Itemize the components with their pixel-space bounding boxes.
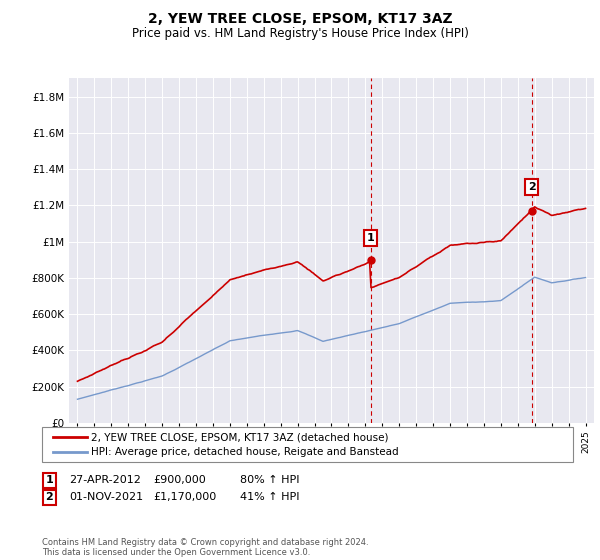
Text: HPI: Average price, detached house, Reigate and Banstead: HPI: Average price, detached house, Reig… (91, 447, 399, 458)
Text: 27-APR-2012: 27-APR-2012 (69, 475, 141, 486)
Text: Price paid vs. HM Land Registry's House Price Index (HPI): Price paid vs. HM Land Registry's House … (131, 27, 469, 40)
Text: Contains HM Land Registry data © Crown copyright and database right 2024.
This d: Contains HM Land Registry data © Crown c… (42, 538, 368, 557)
Text: 80% ↑ HPI: 80% ↑ HPI (240, 475, 299, 486)
Text: 1: 1 (367, 233, 374, 243)
Text: £900,000: £900,000 (153, 475, 206, 486)
Text: 2: 2 (528, 182, 536, 192)
Text: 41% ↑ HPI: 41% ↑ HPI (240, 492, 299, 502)
Text: 2: 2 (46, 492, 53, 502)
Text: 2, YEW TREE CLOSE, EPSOM, KT17 3AZ (detached house): 2, YEW TREE CLOSE, EPSOM, KT17 3AZ (deta… (91, 432, 389, 442)
Text: 01-NOV-2021: 01-NOV-2021 (69, 492, 143, 502)
Text: 1: 1 (46, 475, 53, 486)
Text: £1,170,000: £1,170,000 (153, 492, 216, 502)
Text: 2, YEW TREE CLOSE, EPSOM, KT17 3AZ: 2, YEW TREE CLOSE, EPSOM, KT17 3AZ (148, 12, 452, 26)
